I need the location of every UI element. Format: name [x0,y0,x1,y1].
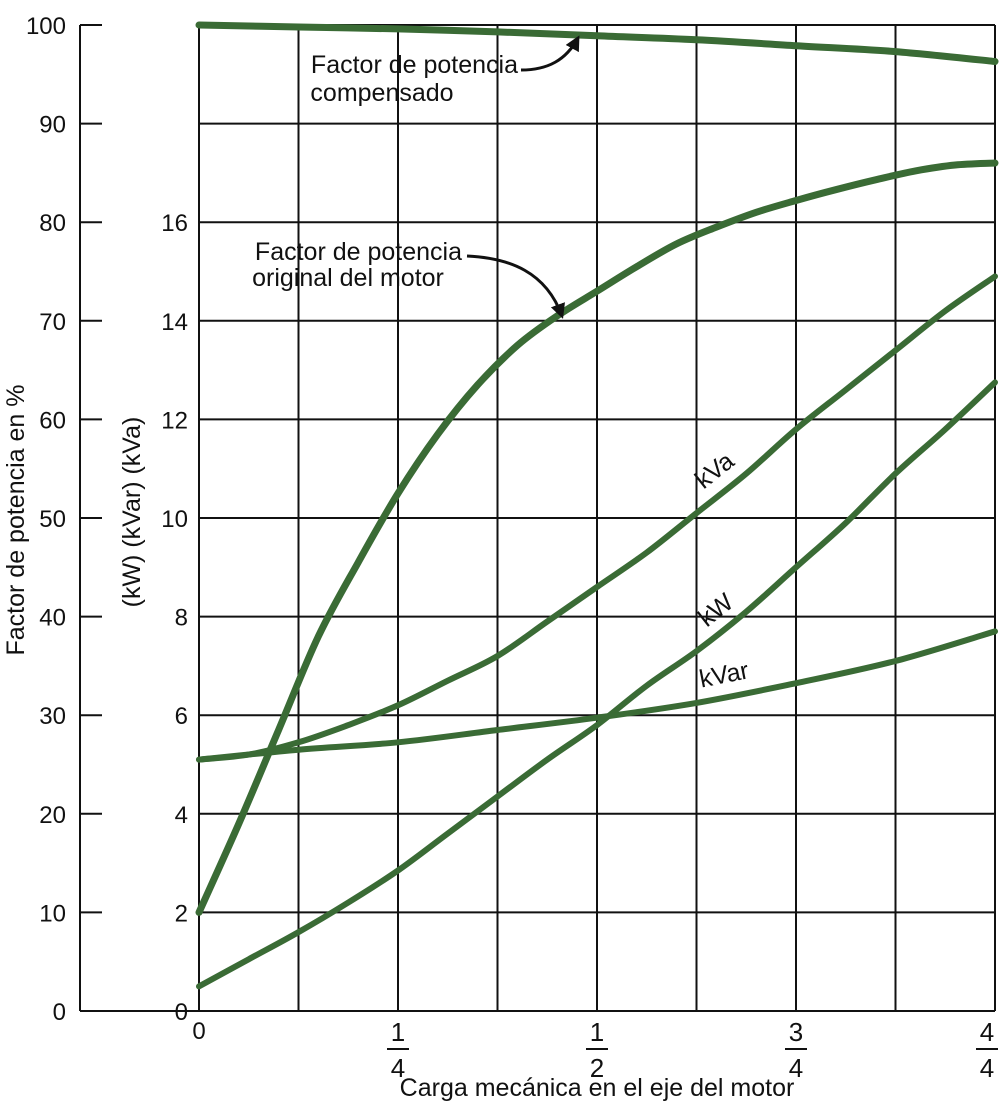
series-lines [195,21,999,990]
fraction-denominator: 4 [980,1053,994,1083]
fraction-denominator: 4 [789,1053,803,1083]
left-axis-tick-label: 60 [39,407,66,434]
left-axis-tick-label: 80 [39,210,66,237]
left-axis-tick-label: 50 [39,506,66,533]
grid [198,24,996,1011]
x-axis-tick-fraction: 14 [387,1017,409,1083]
left-axis-title: Factor de potencia en % [2,385,30,656]
fraction-numerator: 4 [980,1017,994,1047]
value-axis-tick-label: 6 [175,703,188,730]
fraction-numerator: 3 [789,1017,803,1047]
value-axis-tick-label: 4 [175,802,188,829]
value-axis-tick-label: 2 [175,900,188,927]
left-axis-tick-label: 30 [39,703,66,730]
fraction-denominator: 4 [391,1053,405,1083]
series-line-kva [196,273,998,763]
fraction-denominator: 2 [590,1053,604,1083]
x-axis-tick-fraction: 12 [586,1017,608,1083]
annotation-arrow [466,254,565,319]
value-axis-tick-label: 0 [175,999,188,1026]
fraction-numerator: 1 [590,1017,604,1047]
left-axis-tick-label: 10 [39,900,66,927]
fraction-numerator: 1 [391,1017,405,1047]
value-axis-tick-label: 8 [175,605,188,632]
annotation-text-line: original del motor [252,264,444,292]
x-axis-tick-fraction: 34 [785,1017,807,1083]
series-line-factor-de-potencia-compensado [195,21,999,65]
annotation-arrow [520,35,580,72]
left-axis-tick-label: 0 [53,999,66,1026]
annotation-text-line: Factor de potencia [255,238,462,266]
series-line-factor-de-potencia-original-del-motor [195,159,999,916]
left-axis-tick-label: 100 [26,13,66,40]
left-axis-tick-label: 40 [39,605,66,632]
annotation-text-line: compensado [310,79,453,107]
x-axis-tick-fraction: 44 [976,1017,998,1083]
value-axis-tick-label: 16 [161,210,188,237]
left-axis-tick-label: 90 [39,112,66,139]
value-axis-tick-label: 14 [161,309,188,336]
series-line-kvar [196,628,998,763]
annotation-text-line: Factor de potencia [311,51,518,79]
left-axis-tick-label: 70 [39,309,66,336]
value-axis-tick-label: 12 [161,407,188,434]
right-axis-title: (kW) (kVar) (kVa) [118,417,146,608]
x-axis-title: Carga mecánica en el eje del motor [400,1074,795,1102]
series-label-kvar: kVar [697,656,751,693]
left-axis-tick-label: 20 [39,802,66,829]
x-axis-tick-label: 0 [192,1018,205,1045]
value-axis-tick-label: 10 [161,506,188,533]
